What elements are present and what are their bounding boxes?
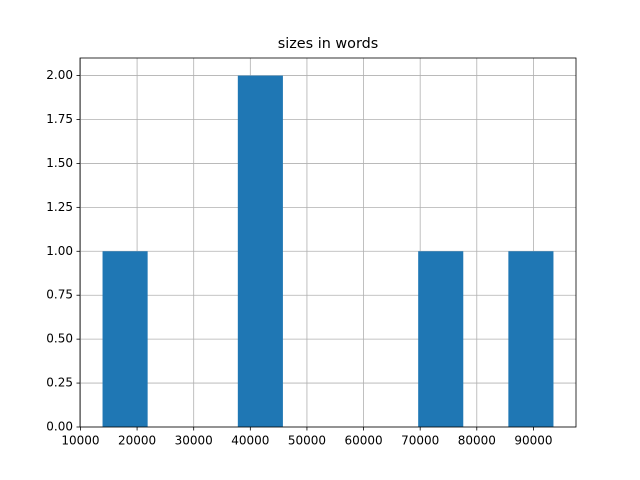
x-tick-label: 70000 (401, 434, 439, 448)
bar (102, 251, 148, 427)
x-tick-label: 80000 (458, 434, 496, 448)
x-tick-label: 90000 (514, 434, 552, 448)
x-tick-label: 40000 (231, 434, 269, 448)
chart-title: sizes in words (278, 36, 379, 52)
bar (508, 251, 554, 427)
bars (102, 75, 554, 428)
plot-frame (79, 57, 577, 428)
y-tick-label: 0.00 (46, 420, 73, 434)
x-tick-label: 10000 (61, 434, 99, 448)
y-tick-label: 0.50 (46, 332, 73, 346)
x-tick-label: 50000 (288, 434, 326, 448)
x-tick-label: 30000 (175, 434, 213, 448)
y-tick-label: 1.00 (46, 244, 73, 258)
y-tick-label: 1.25 (46, 200, 73, 214)
bar (418, 251, 464, 427)
x-tick-label: 60000 (344, 434, 382, 448)
x-tick-label: 20000 (118, 434, 156, 448)
bar (237, 75, 283, 428)
y-tick-label: 0.75 (46, 288, 73, 302)
y-tick-label: 0.25 (46, 376, 73, 390)
y-tick-label: 1.50 (46, 156, 73, 170)
axes: 10000 20000 30000 40000 50000 60000 70000 80000… (46, 57, 577, 448)
y-tick-label: 1.75 (46, 112, 73, 126)
y-tick-label: 2.00 (46, 68, 73, 82)
